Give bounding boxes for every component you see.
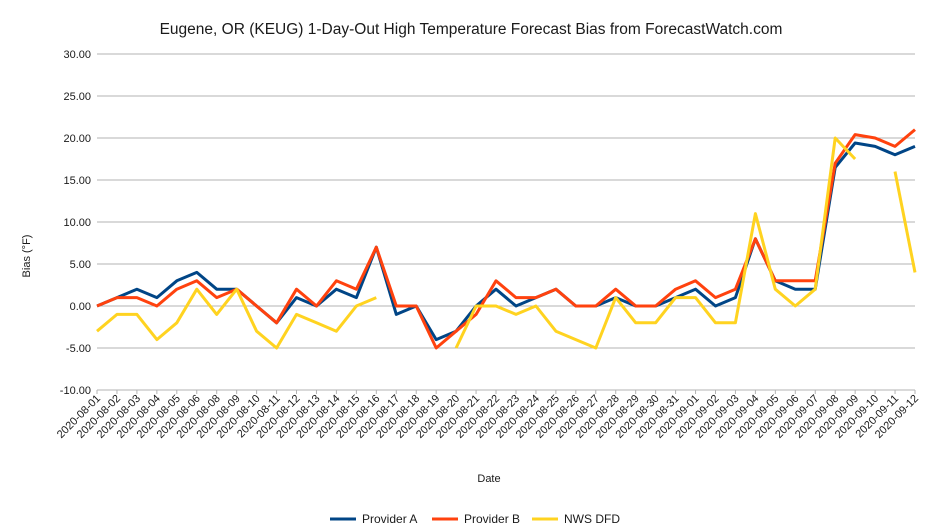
y-tick-label: -5.00	[66, 343, 91, 355]
y-tick-label: 5.00	[70, 259, 91, 271]
legend: Provider A Provider B NWS DFD	[330, 512, 620, 526]
series-line	[454, 136, 857, 350]
legend-label: Provider A	[362, 512, 417, 526]
legend-label: Provider B	[464, 512, 520, 526]
y-axis-title: Bias (°F)	[21, 235, 33, 278]
series-line	[893, 171, 917, 273]
y-tick-label: 25.00	[63, 91, 91, 103]
series-line	[96, 128, 916, 350]
y-axis-ticks: -10.00 -5.00 0.00 5.00 10.00 15.00 20.00 25.00 3…	[60, 49, 91, 397]
series-line	[96, 287, 377, 350]
y-tick-label: 30.00	[63, 49, 91, 61]
y-tick-label: 10.00	[63, 217, 91, 229]
y-tick-label: 0.00	[70, 301, 91, 313]
gridlines	[97, 53, 915, 391]
series-provider-b	[96, 128, 916, 350]
chart-title: Eugene, OR (KEUG) 1-Day-Out High Tempera…	[160, 21, 783, 38]
y-tick-label: -10.00	[60, 385, 91, 397]
x-axis-ticks: 2020-08-012020-08-022020-08-032020-08-04…	[55, 390, 921, 441]
x-axis-title: Date	[477, 473, 500, 485]
y-tick-label: 15.00	[63, 175, 91, 187]
series-nws-dfd	[96, 136, 917, 350]
legend-label: NWS DFD	[564, 512, 620, 526]
series-lines	[96, 128, 917, 350]
y-tick-label: 20.00	[63, 133, 91, 145]
